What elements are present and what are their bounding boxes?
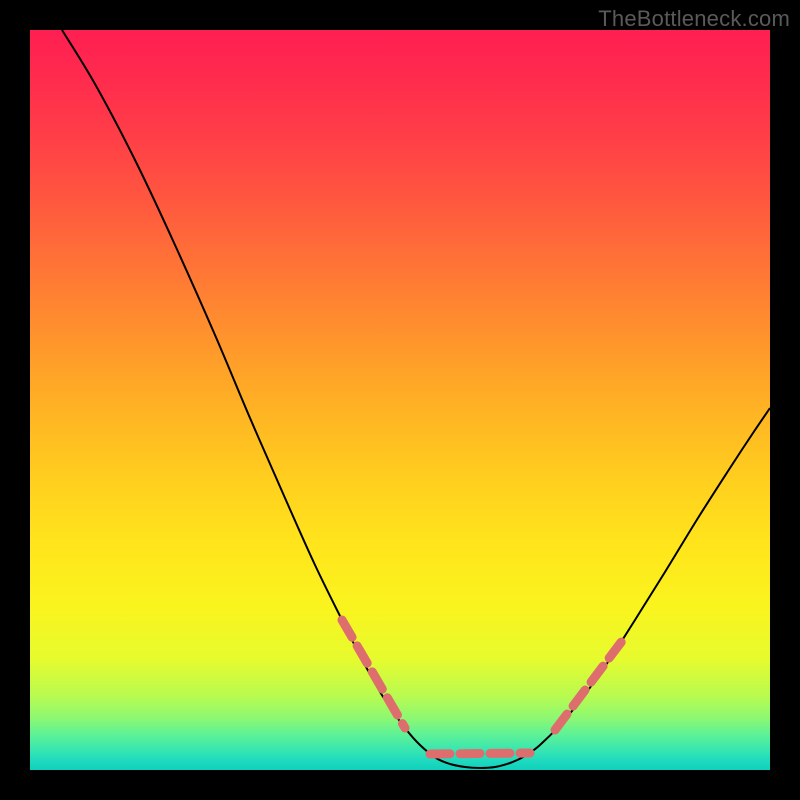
plot-background — [30, 30, 770, 770]
bottleneck-chart — [0, 0, 800, 800]
chart-frame: TheBottleneck.com — [0, 0, 800, 800]
